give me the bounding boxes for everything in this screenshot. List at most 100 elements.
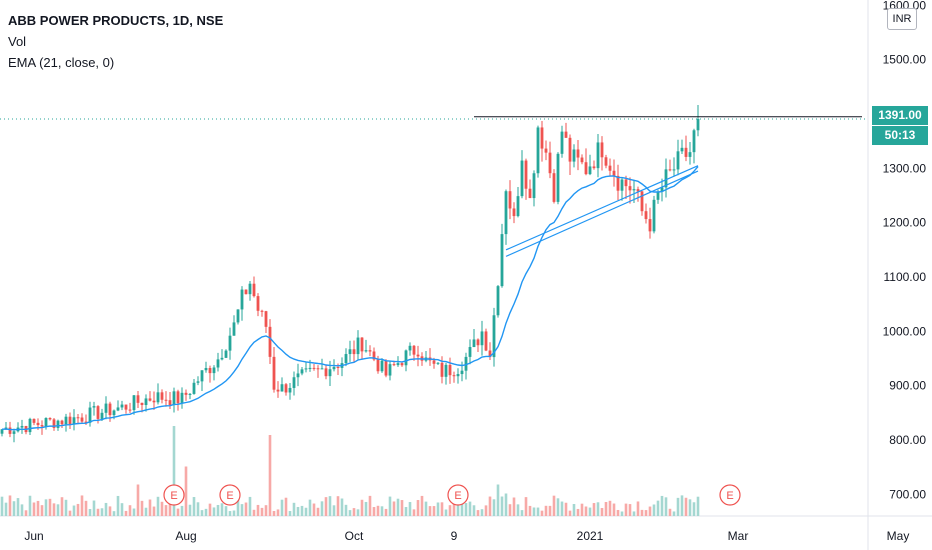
candle-body	[144, 398, 148, 406]
candle-body	[52, 419, 56, 428]
candle-body	[524, 160, 528, 189]
candle-body	[388, 364, 392, 376]
candle-body	[508, 191, 512, 209]
ema-indicator-label[interactable]: EMA (21, close, 0)	[8, 55, 115, 70]
y-tick-label: 1300.00	[883, 161, 927, 175]
candle-body	[280, 384, 284, 392]
y-tick-label: 1000.00	[883, 324, 927, 338]
candle-body	[200, 370, 204, 382]
volume-bar	[560, 501, 564, 516]
candle-body	[556, 153, 560, 202]
volume-bar	[528, 505, 532, 516]
volume-bar	[344, 504, 348, 516]
candle-body	[244, 289, 248, 295]
volume-bar	[152, 506, 156, 516]
trend-channel-line	[505, 165, 699, 251]
candle-body	[504, 191, 508, 235]
candle-body	[252, 283, 256, 297]
volume-bar	[380, 506, 384, 516]
volume-bar	[684, 497, 688, 516]
candle-body	[412, 345, 416, 355]
candle-body	[448, 364, 452, 376]
volume-bar	[492, 499, 496, 516]
candle-body	[184, 392, 188, 395]
volume-bar	[576, 508, 580, 516]
volume-bar	[8, 495, 12, 516]
volume-bar	[508, 504, 512, 516]
candle-body	[656, 191, 660, 200]
volume-bar	[48, 498, 52, 516]
volume-bar	[588, 507, 592, 516]
volume-bar	[296, 506, 300, 516]
volume-bar	[332, 505, 336, 516]
candle-body	[224, 350, 228, 358]
candle-body	[480, 331, 484, 346]
candle-body	[64, 416, 68, 425]
volume-bar	[668, 508, 672, 516]
candle-body	[44, 418, 48, 427]
volume-bar	[572, 504, 576, 516]
volume-bar	[548, 505, 552, 516]
volume-bar	[484, 505, 488, 516]
candle-body	[528, 188, 532, 199]
volume-bar	[680, 495, 684, 516]
volume-bar	[540, 510, 544, 516]
currency-badge[interactable]: INR	[887, 8, 917, 30]
candle-body	[136, 395, 140, 403]
candle-body	[84, 421, 88, 423]
volume-bar	[116, 495, 120, 516]
volume-bar	[352, 508, 356, 516]
candle-body	[276, 389, 280, 392]
volume-bar	[536, 507, 540, 516]
candle-body	[104, 403, 108, 413]
candle-body	[0, 429, 4, 434]
volume-bar	[532, 507, 536, 516]
candle-body	[460, 370, 464, 375]
volume-bar	[76, 503, 80, 516]
volume-bar	[64, 499, 68, 516]
volume-bar	[196, 502, 200, 516]
volume-bar	[136, 484, 140, 516]
candle-body	[640, 191, 644, 212]
volume-bar	[160, 501, 164, 516]
volume-bar	[460, 502, 464, 516]
volume-indicator-label[interactable]: Vol	[8, 34, 27, 49]
candle-body	[116, 407, 120, 411]
candle-body	[364, 350, 368, 352]
earnings-marker-label: E	[226, 490, 233, 502]
candle-body	[620, 179, 624, 191]
candle-body	[132, 395, 136, 411]
candle-body	[240, 289, 244, 310]
candle-body	[172, 391, 176, 406]
volume-bar	[364, 501, 368, 516]
symbol-title[interactable]: ABB POWER PRODUCTS, 1D, NSE	[8, 13, 224, 28]
trend-channel-line	[505, 170, 699, 257]
volume-bar	[568, 510, 572, 516]
candle-body	[548, 152, 552, 174]
candle-body	[464, 356, 468, 371]
candle-body	[128, 409, 132, 411]
x-tick-label: May	[887, 529, 910, 543]
volume-bar	[248, 496, 252, 516]
candle-body	[304, 368, 308, 370]
volume-bar	[456, 499, 460, 516]
volume-bar	[36, 500, 40, 516]
volume-bar	[200, 510, 204, 516]
candle-body	[484, 331, 488, 351]
volume-bar	[144, 507, 148, 516]
candle-body	[212, 367, 216, 374]
volume-bar	[556, 498, 560, 516]
volume-bar	[104, 502, 108, 516]
candle-body	[392, 364, 396, 366]
candle-body	[488, 350, 492, 358]
volume-bar	[476, 510, 480, 516]
x-tick-label: Oct	[345, 529, 364, 543]
volume-bar	[608, 500, 612, 516]
candle-body	[352, 349, 356, 355]
volume-bar	[208, 503, 212, 516]
volume-bar	[96, 508, 100, 516]
volume-bar	[612, 503, 616, 516]
volume-bar	[216, 504, 220, 516]
volume-bar	[564, 502, 568, 516]
